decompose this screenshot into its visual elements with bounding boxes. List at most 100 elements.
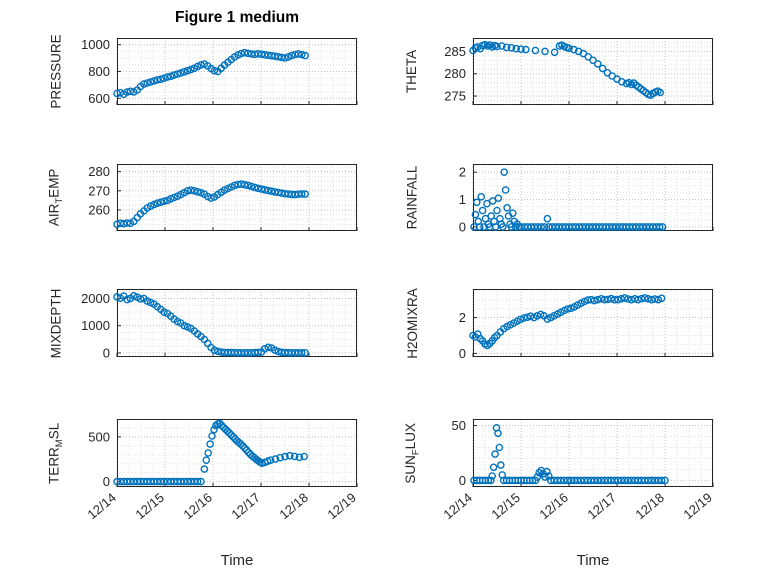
data-point <box>502 43 511 52</box>
plot-area: 275 280 285 <box>444 38 714 106</box>
data-point <box>655 223 664 231</box>
data-point <box>471 210 480 219</box>
data-point <box>217 421 226 430</box>
data-point <box>477 192 485 201</box>
plot-area: 02 <box>459 289 714 361</box>
data-point <box>167 72 175 81</box>
y-tick-label: 0 <box>459 346 466 361</box>
data-point <box>146 78 155 86</box>
data-point <box>227 431 235 439</box>
minor-grid <box>473 164 713 231</box>
data-point <box>156 198 165 207</box>
data-point <box>206 440 214 448</box>
plot-area: 0 1000 2000 <box>81 289 358 360</box>
data-points <box>113 419 308 486</box>
tick-marks <box>116 44 358 105</box>
data-point <box>160 197 168 206</box>
data-point <box>493 42 501 51</box>
y-tick-label: 800 <box>88 64 110 79</box>
data-point <box>187 65 195 74</box>
data-point <box>123 295 131 304</box>
data-point <box>160 308 168 316</box>
y-axis-label: SUNFLUX <box>393 419 431 487</box>
data-point <box>287 51 296 60</box>
y-tick-label: 1 <box>459 192 466 207</box>
data-point <box>143 79 152 87</box>
data-point <box>541 47 549 56</box>
data-point <box>498 223 507 231</box>
data-point <box>500 168 509 176</box>
data-point <box>656 88 664 97</box>
data-point <box>202 456 211 465</box>
data-point <box>494 194 503 203</box>
data-point <box>496 461 505 469</box>
minor-grid <box>117 419 357 487</box>
x-tick-label: 12/14 <box>84 490 119 522</box>
y-tick-label: 50 <box>452 418 466 433</box>
y-tick-label: 270 <box>88 183 110 198</box>
data-point <box>489 463 498 472</box>
x-tick-label: 12/16 <box>536 490 571 522</box>
data-points <box>113 180 309 229</box>
axes-box <box>117 164 357 231</box>
y-tick-label: 0 <box>103 345 110 360</box>
data-point <box>301 349 309 357</box>
data-point <box>156 75 165 84</box>
y-tick-label: 285 <box>444 44 466 59</box>
data-point <box>517 45 525 54</box>
data-point <box>640 294 649 302</box>
data-point <box>533 473 542 481</box>
data-point <box>153 76 162 84</box>
x-tick-label: 12/15 <box>132 490 167 522</box>
data-point <box>590 296 599 305</box>
plot-area: 260 270 280 <box>88 164 358 231</box>
data-point <box>271 346 279 355</box>
data-point <box>634 295 642 304</box>
data-point <box>520 314 528 322</box>
major-grid <box>116 38 358 105</box>
data-point <box>140 80 148 88</box>
data-point <box>290 452 299 461</box>
data-point <box>620 294 629 302</box>
data-point <box>210 66 219 75</box>
data-point <box>230 181 239 190</box>
data-point <box>540 223 549 231</box>
x-tick-label: 12/16 <box>180 490 215 522</box>
subplot-mixdepth: 0 1000 2000 MIXDEPTH <box>49 288 358 360</box>
y-axis-label-text: SUNFLUX <box>402 422 422 484</box>
data-point <box>207 194 215 202</box>
data-point <box>254 348 262 357</box>
minor-grid <box>117 289 357 357</box>
data-point <box>244 49 252 58</box>
data-point <box>170 71 178 79</box>
data-point <box>237 180 246 188</box>
data-point <box>531 46 540 55</box>
tick-marks <box>472 317 714 357</box>
y-axis-label: RAINFALL <box>393 164 431 231</box>
axes-box <box>117 289 357 357</box>
x-tick-label: 12/19 <box>324 490 359 522</box>
data-point <box>267 187 276 196</box>
x-tick-label: 12/15 <box>488 490 523 522</box>
data-point <box>136 295 145 303</box>
data-point <box>497 42 506 50</box>
data-point <box>300 452 308 461</box>
data-point <box>264 343 272 352</box>
data-point <box>277 189 286 197</box>
y-tick-label: 275 <box>444 89 466 104</box>
y-tick-label: 280 <box>88 164 110 179</box>
y-axis-label-text: TERRMSL <box>46 422 66 484</box>
data-point <box>180 321 188 330</box>
data-point <box>193 187 202 196</box>
subplot-theta: 275 280 285 THETA <box>405 38 714 106</box>
data-point <box>301 51 309 60</box>
subplot-terrmsl: 0 500 12/14 12/15 12/16 12/17 12/18 12/19 Time TE… <box>47 419 359 569</box>
data-point <box>187 186 195 195</box>
x-axis-label: Time <box>221 552 254 569</box>
data-point <box>491 450 499 458</box>
data-point <box>543 467 551 476</box>
x-tick-label: 12/18 <box>276 490 311 522</box>
y-tick-label: 1000 <box>81 37 110 52</box>
y-axis-label: H2OMIXRA <box>393 288 431 359</box>
data-points <box>113 292 309 357</box>
